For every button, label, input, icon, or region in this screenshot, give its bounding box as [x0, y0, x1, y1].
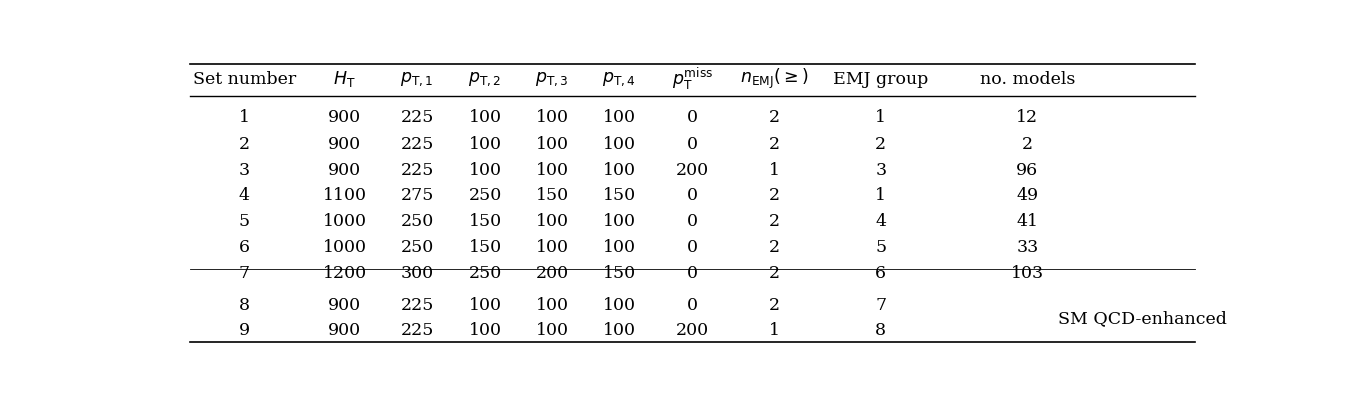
Text: 250: 250	[400, 213, 434, 230]
Text: 2: 2	[769, 239, 780, 256]
Text: 225: 225	[400, 322, 434, 340]
Text: 6: 6	[239, 239, 250, 256]
Text: 100: 100	[469, 162, 501, 178]
Text: 0: 0	[686, 136, 698, 153]
Text: EMJ group: EMJ group	[834, 71, 928, 87]
Text: 12: 12	[1016, 109, 1039, 126]
Text: 0: 0	[686, 265, 698, 282]
Text: 100: 100	[603, 322, 635, 340]
Text: 100: 100	[535, 136, 569, 153]
Text: 200: 200	[676, 162, 709, 178]
Text: 150: 150	[603, 188, 636, 204]
Text: 275: 275	[400, 188, 434, 204]
Text: 200: 200	[676, 322, 709, 340]
Text: 1: 1	[875, 109, 886, 126]
Text: 1: 1	[769, 322, 780, 340]
Text: 2: 2	[239, 136, 250, 153]
Text: 100: 100	[469, 322, 501, 340]
Text: 100: 100	[603, 162, 635, 178]
Text: 0: 0	[686, 109, 698, 126]
Text: 1200: 1200	[323, 265, 367, 282]
Text: Set number: Set number	[193, 71, 296, 87]
Text: 250: 250	[400, 239, 434, 256]
Text: 4: 4	[875, 213, 886, 230]
Text: 100: 100	[535, 213, 569, 230]
Text: 150: 150	[535, 188, 569, 204]
Text: 5: 5	[239, 213, 250, 230]
Text: 1: 1	[769, 162, 780, 178]
Text: 2: 2	[769, 109, 780, 126]
Text: 300: 300	[400, 265, 434, 282]
Text: 225: 225	[400, 109, 434, 126]
Text: 2: 2	[769, 188, 780, 204]
Text: $p_{\mathrm{T},1}$: $p_{\mathrm{T},1}$	[400, 71, 434, 88]
Text: 225: 225	[400, 297, 434, 314]
Text: 8: 8	[875, 322, 886, 340]
Text: $H_\mathrm{T}$: $H_\mathrm{T}$	[334, 69, 357, 89]
Text: 100: 100	[469, 297, 501, 314]
Text: 900: 900	[328, 297, 361, 314]
Text: 100: 100	[535, 322, 569, 340]
Text: 100: 100	[535, 297, 569, 314]
Text: 0: 0	[686, 213, 698, 230]
Text: 33: 33	[1016, 239, 1039, 256]
Text: 9: 9	[239, 322, 250, 340]
Text: $p_{\mathrm{T},4}$: $p_{\mathrm{T},4}$	[603, 71, 636, 88]
Text: 2: 2	[769, 136, 780, 153]
Text: 8: 8	[239, 297, 250, 314]
Text: 1000: 1000	[323, 213, 366, 230]
Text: 7: 7	[875, 297, 886, 314]
Text: 100: 100	[469, 109, 501, 126]
Text: 200: 200	[535, 265, 569, 282]
Text: 150: 150	[469, 239, 501, 256]
Text: 2: 2	[769, 265, 780, 282]
Text: 0: 0	[686, 297, 698, 314]
Text: 49: 49	[1016, 188, 1039, 204]
Text: 100: 100	[535, 239, 569, 256]
Text: 250: 250	[469, 188, 501, 204]
Text: 41: 41	[1016, 213, 1039, 230]
Text: 100: 100	[603, 297, 635, 314]
Text: 0: 0	[686, 188, 698, 204]
Text: 2: 2	[875, 136, 886, 153]
Text: 2: 2	[1021, 136, 1034, 153]
Text: SM QCD-enhanced: SM QCD-enhanced	[1058, 310, 1227, 327]
Text: 0: 0	[686, 239, 698, 256]
Text: 5: 5	[875, 239, 886, 256]
Text: no. models: no. models	[979, 71, 1075, 87]
Text: 100: 100	[603, 239, 635, 256]
Text: 100: 100	[535, 109, 569, 126]
Text: 100: 100	[535, 162, 569, 178]
Text: 150: 150	[603, 265, 636, 282]
Text: 1: 1	[239, 109, 250, 126]
Text: 2: 2	[769, 213, 780, 230]
Text: 100: 100	[469, 136, 501, 153]
Text: 100: 100	[603, 213, 635, 230]
Text: 6: 6	[875, 265, 886, 282]
Text: 250: 250	[469, 265, 501, 282]
Text: 3: 3	[239, 162, 250, 178]
Text: 3: 3	[875, 162, 886, 178]
Text: 225: 225	[400, 162, 434, 178]
Text: $p_{\mathrm{T},3}$: $p_{\mathrm{T},3}$	[535, 71, 569, 88]
Text: 900: 900	[328, 162, 361, 178]
Text: 100: 100	[603, 136, 635, 153]
Text: 900: 900	[328, 109, 361, 126]
Text: 900: 900	[328, 322, 361, 340]
Text: $p_{\mathrm{T}}^{\mathrm{miss}}$: $p_{\mathrm{T}}^{\mathrm{miss}}$	[671, 66, 713, 92]
Text: 225: 225	[400, 136, 434, 153]
Text: $n_{\mathrm{EMJ}}(\geq)$: $n_{\mathrm{EMJ}}(\geq)$	[740, 67, 808, 91]
Text: 1100: 1100	[323, 188, 366, 204]
Text: 103: 103	[1011, 265, 1044, 282]
Text: 96: 96	[1016, 162, 1039, 178]
Text: 2: 2	[769, 297, 780, 314]
Text: $p_{\mathrm{T},2}$: $p_{\mathrm{T},2}$	[469, 71, 501, 88]
Text: 1: 1	[875, 188, 886, 204]
Text: 4: 4	[239, 188, 250, 204]
Text: 1000: 1000	[323, 239, 366, 256]
Text: 150: 150	[469, 213, 501, 230]
Text: 7: 7	[239, 265, 250, 282]
Text: 900: 900	[328, 136, 361, 153]
Text: 100: 100	[603, 109, 635, 126]
